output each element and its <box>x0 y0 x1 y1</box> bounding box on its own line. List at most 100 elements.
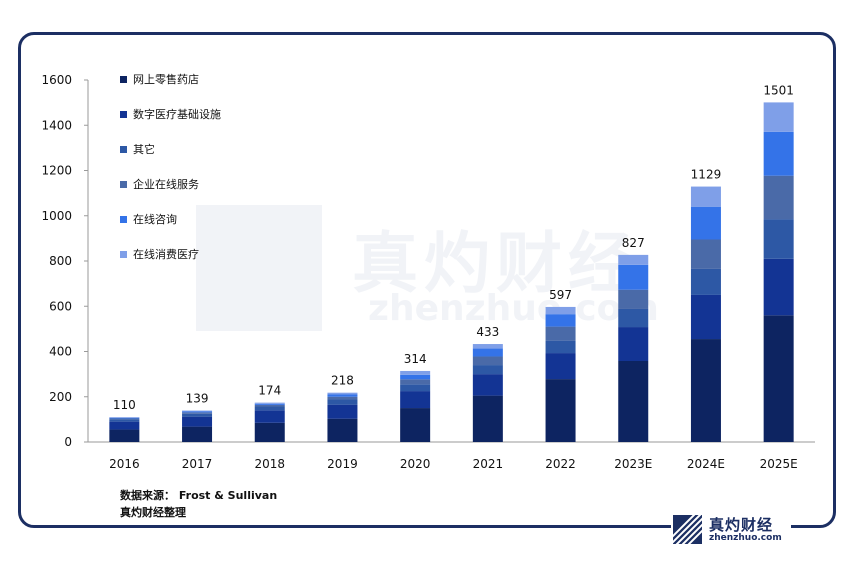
total-label: 1129 <box>691 168 722 182</box>
x-tick-label: 2022 <box>545 457 576 471</box>
bar-segment <box>545 379 576 442</box>
source-line: 数据来源： Frost & Sullivan <box>120 489 278 502</box>
bar-segment <box>109 418 140 420</box>
bar-segment <box>400 374 431 380</box>
x-tick-label: 2024E <box>687 457 725 471</box>
bar-segment <box>400 408 431 442</box>
bar-segment <box>109 417 140 418</box>
watermark-text: 真灼财经 <box>352 225 640 302</box>
bar-segment <box>254 406 285 411</box>
x-tick-label: 2016 <box>109 457 140 471</box>
legend-swatch <box>120 251 127 258</box>
bar-segment <box>327 399 358 405</box>
total-label: 174 <box>258 384 281 398</box>
legend-swatch <box>120 216 127 223</box>
legend-swatch <box>120 76 127 83</box>
y-tick-label: 600 <box>49 299 72 313</box>
total-label: 597 <box>549 288 572 302</box>
bar-segment <box>690 239 721 269</box>
watermark-mark <box>196 205 322 331</box>
bar-segment <box>618 308 649 328</box>
total-label: 218 <box>331 374 354 388</box>
bar-segment <box>254 404 285 407</box>
legend-label: 在线消费医疗 <box>133 247 199 261</box>
bar-segment <box>618 361 649 442</box>
legend-label: 数字医疗基础设施 <box>133 107 221 121</box>
bar-segment <box>763 315 794 442</box>
legend-label: 网上零售药店 <box>133 72 199 86</box>
bar-segment <box>618 264 649 290</box>
legend-label: 企业在线服务 <box>133 177 199 191</box>
x-tick-label: 2025E <box>760 457 798 471</box>
x-tick-label: 2021 <box>473 457 504 471</box>
bar-segment <box>327 392 358 395</box>
bar-segment <box>400 370 431 375</box>
y-tick-label: 1600 <box>41 73 72 87</box>
y-tick-label: 1200 <box>41 164 72 178</box>
bar-segment <box>763 102 794 132</box>
brand-logo: 真灼财经 zhenzhuo.com <box>671 514 791 548</box>
bar-segment <box>472 348 503 357</box>
bar-segment <box>327 396 358 400</box>
bar-segment <box>690 294 721 340</box>
bar-segment <box>327 394 358 397</box>
total-label: 827 <box>622 236 645 250</box>
bar-segment <box>472 344 503 349</box>
legend-swatch <box>120 146 127 153</box>
bar-segment <box>327 404 358 419</box>
x-tick-label: 2017 <box>182 457 213 471</box>
x-tick-label: 2020 <box>400 457 431 471</box>
bar-segment <box>618 289 649 309</box>
bar-segment <box>182 411 213 413</box>
logo-icon <box>673 515 702 544</box>
watermark-url: zhenzhuo.com <box>368 288 659 329</box>
total-label: 110 <box>113 398 136 412</box>
y-tick-label: 200 <box>49 390 72 404</box>
y-tick-label: 1000 <box>41 209 72 223</box>
bar-segment <box>763 131 794 176</box>
bar-segment <box>472 395 503 442</box>
bar-segment <box>327 418 358 442</box>
legend-label: 在线咨询 <box>133 212 177 226</box>
bar-segment <box>472 356 503 366</box>
bar-segment <box>182 410 213 412</box>
x-tick-label: 2019 <box>327 457 358 471</box>
total-label: 314 <box>404 352 427 366</box>
bar-segment <box>254 410 285 423</box>
bar-segment <box>545 306 576 315</box>
y-tick-label: 800 <box>49 254 72 268</box>
bar-segment <box>690 268 721 295</box>
bar-segment <box>690 186 721 207</box>
bar-segment <box>545 326 576 341</box>
legend-swatch <box>120 181 127 188</box>
total-label: 139 <box>186 392 209 406</box>
total-label: 433 <box>476 325 499 339</box>
total-label: 1501 <box>763 83 794 97</box>
y-tick-label: 0 <box>64 435 72 449</box>
bar-segment <box>690 206 721 240</box>
legend-swatch <box>120 111 127 118</box>
bar-segment <box>254 402 285 404</box>
bar-segment <box>618 327 649 362</box>
bar-segment <box>109 417 140 419</box>
bar-segment <box>109 421 140 430</box>
bar-segment <box>182 416 213 427</box>
bar-segment <box>400 391 431 409</box>
bar-segment <box>763 175 794 220</box>
bar-segment <box>182 426 213 442</box>
logo-url: zhenzhuo.com <box>709 533 782 543</box>
bar-segment <box>472 374 503 396</box>
y-tick-label: 1400 <box>41 118 72 132</box>
x-tick-label: 2018 <box>254 457 285 471</box>
bar-segment <box>618 254 649 265</box>
bar-segment <box>763 219 794 259</box>
bar-segment <box>400 379 431 385</box>
bar-segment <box>400 384 431 392</box>
bar-segment <box>472 365 503 375</box>
bar-segment <box>763 258 794 316</box>
bar-segment <box>690 339 721 442</box>
logo-name: 真灼财经 <box>709 516 774 534</box>
bar-segment <box>254 403 285 405</box>
source-note: 数据来源： Frost & Sullivan 真灼财经整理 <box>120 487 277 521</box>
